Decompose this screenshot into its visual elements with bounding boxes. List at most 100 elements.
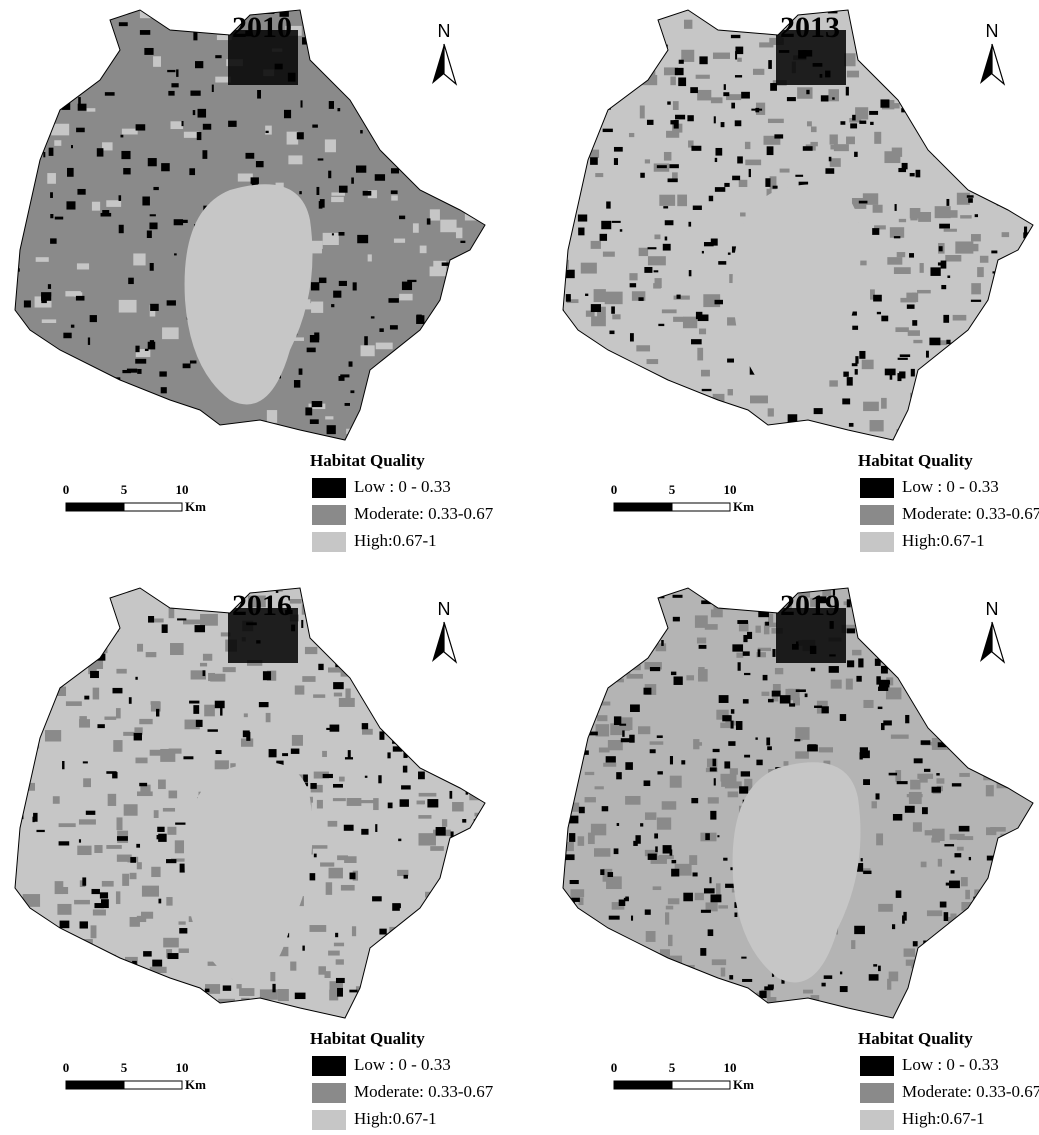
patch <box>585 389 595 395</box>
patch <box>970 112 979 121</box>
scale-segment <box>124 1081 182 1089</box>
patch <box>607 635 617 643</box>
patch <box>654 234 660 239</box>
patch <box>345 403 350 406</box>
patch <box>325 139 336 152</box>
patch <box>665 912 669 924</box>
patch <box>870 420 884 431</box>
patch <box>859 121 866 124</box>
patch <box>46 651 52 656</box>
patch <box>215 701 225 708</box>
scale-label: 5 <box>121 482 128 497</box>
patch <box>571 44 580 47</box>
patch <box>753 69 764 75</box>
patch <box>459 980 466 987</box>
legend-title: Habitat Quality <box>858 451 973 470</box>
patch <box>119 225 124 233</box>
patch <box>29 601 42 608</box>
patch <box>873 295 882 302</box>
patch <box>976 389 990 394</box>
patch <box>719 695 729 703</box>
patch <box>579 420 584 428</box>
north-label: N <box>438 599 451 619</box>
patch <box>556 640 567 644</box>
patch <box>100 892 108 898</box>
legend-swatch <box>860 1083 894 1103</box>
patch <box>334 943 344 947</box>
patch <box>401 931 409 938</box>
patch <box>310 873 316 880</box>
patch <box>1006 664 1011 668</box>
patch <box>662 309 677 313</box>
legend-title: Habitat Quality <box>310 1029 425 1048</box>
patch <box>442 978 448 987</box>
patch <box>198 109 207 118</box>
patch <box>734 584 737 588</box>
patch <box>442 819 447 827</box>
patch <box>929 338 940 346</box>
patch <box>721 430 727 438</box>
patch <box>416 5 421 7</box>
patch <box>578 228 584 236</box>
patch <box>954 45 960 49</box>
patch <box>391 190 398 194</box>
patch <box>428 948 443 956</box>
patch <box>854 926 865 934</box>
patch <box>858 658 863 667</box>
patch <box>630 333 634 341</box>
patch <box>579 729 584 734</box>
patch <box>716 883 721 896</box>
patch <box>327 425 336 434</box>
patch <box>930 420 940 425</box>
scale-label: 10 <box>724 1060 737 1075</box>
patch <box>168 987 175 990</box>
patch <box>604 976 620 984</box>
patch <box>31 417 41 423</box>
patch <box>944 229 957 232</box>
patch <box>976 61 985 71</box>
patch <box>825 168 834 174</box>
patch <box>458 772 467 785</box>
patch <box>223 985 231 990</box>
patch <box>370 603 379 612</box>
patch <box>148 616 154 623</box>
patch <box>1010 697 1024 701</box>
patch <box>944 158 958 165</box>
patch <box>116 669 126 674</box>
patch <box>316 187 319 195</box>
patch <box>735 47 743 55</box>
patch <box>745 591 751 594</box>
patch <box>203 654 212 661</box>
patch <box>718 261 726 265</box>
patch <box>328 821 338 827</box>
patch <box>887 257 902 265</box>
patch <box>128 278 134 284</box>
patch <box>146 652 157 657</box>
patch <box>109 399 116 405</box>
patch <box>661 640 664 646</box>
patch <box>136 124 146 130</box>
scale-label: 0 <box>611 1060 618 1075</box>
patch <box>949 642 958 655</box>
patch <box>965 890 970 899</box>
patch <box>922 807 928 814</box>
patch <box>924 586 929 599</box>
patch <box>677 295 681 299</box>
patch <box>993 369 998 378</box>
patch <box>592 624 600 633</box>
patch <box>576 640 582 645</box>
patch <box>1021 271 1031 281</box>
patch <box>1006 975 1012 981</box>
patch <box>954 371 956 379</box>
patch <box>960 2 977 12</box>
legend-swatch <box>860 1110 894 1130</box>
patch <box>190 91 200 96</box>
patch <box>958 42 965 46</box>
patch <box>601 611 613 614</box>
patch <box>991 251 997 254</box>
patch <box>575 173 578 176</box>
patch <box>24 300 31 307</box>
patch <box>984 407 987 413</box>
patch <box>292 735 303 746</box>
patch <box>601 953 614 958</box>
